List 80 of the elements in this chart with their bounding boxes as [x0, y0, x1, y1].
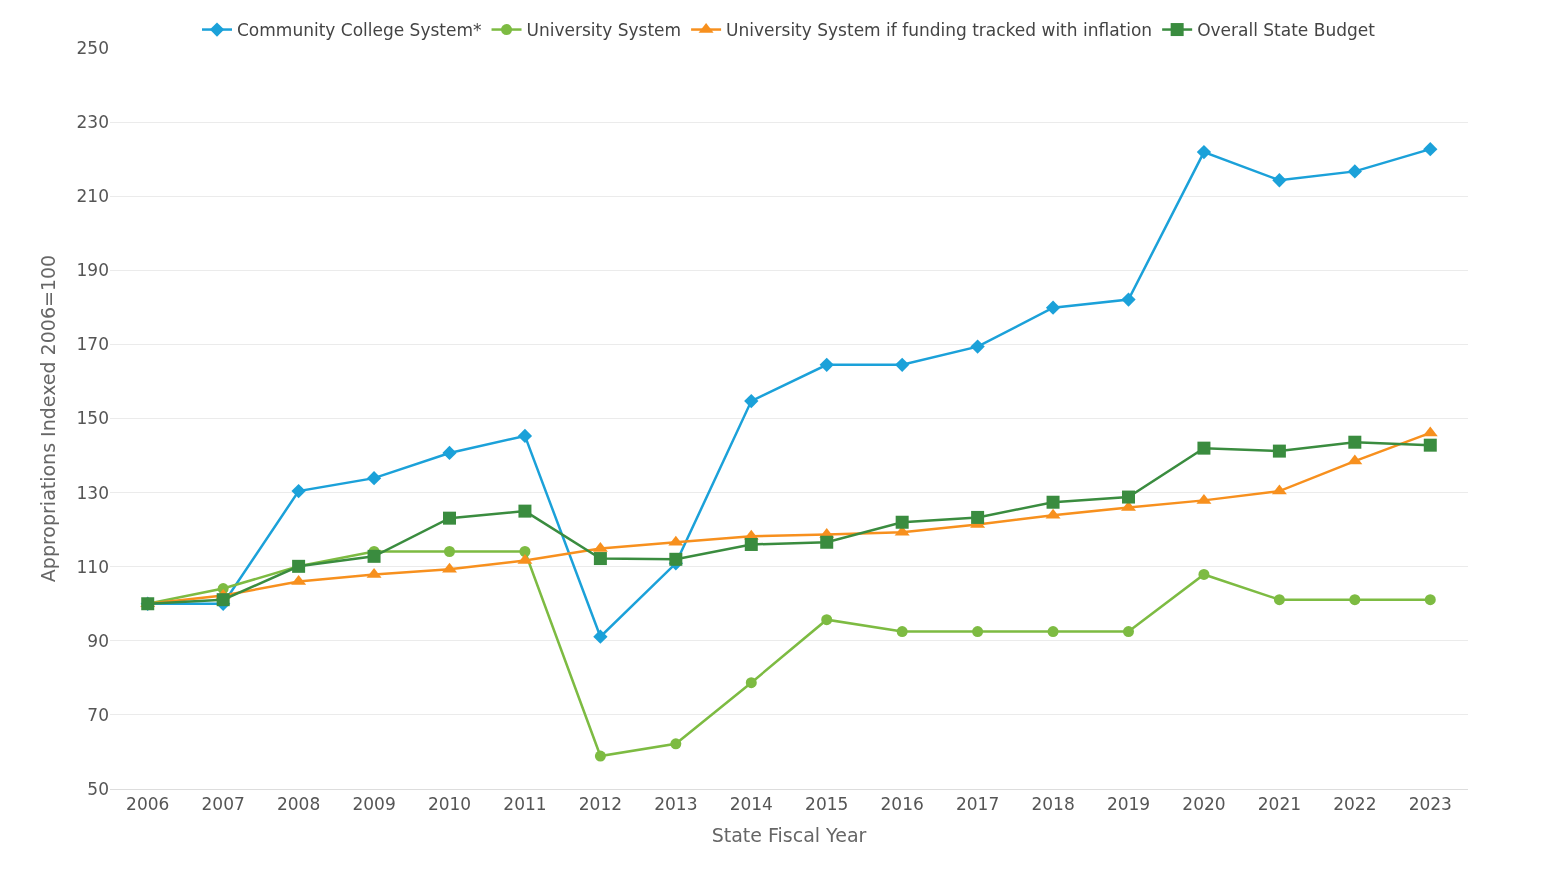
x-tick-label: 2019: [1106, 794, 1151, 815]
point: [442, 445, 457, 461]
point: [1046, 495, 1060, 509]
point: [1272, 444, 1286, 458]
point: [972, 626, 984, 638]
y-tick-label: 150: [76, 408, 109, 429]
point: [896, 626, 908, 638]
point: [819, 357, 834, 372]
point: [821, 614, 833, 626]
point: [744, 393, 759, 409]
x-axis-title: State Fiscal Year: [711, 824, 867, 847]
point: [744, 537, 758, 551]
y-axis-title: Appropriations Indexed 2006=100: [37, 254, 60, 583]
point: [670, 738, 682, 750]
point: [971, 510, 985, 524]
y-tick-label: 70: [87, 704, 109, 725]
y-tick-label: 230: [76, 112, 109, 133]
x-tick-label: 2021: [1257, 794, 1302, 815]
legend-label: University System if funding tracked with inflation: [726, 20, 1153, 41]
x-tick-label: 2011: [503, 794, 547, 815]
point: [291, 483, 306, 499]
x-tick-label: 2014: [729, 794, 773, 815]
point: [366, 471, 382, 486]
point: [443, 511, 456, 525]
point: [1348, 435, 1362, 449]
x-tick-label: 2006: [126, 794, 170, 815]
legend-label: Community College System*: [237, 20, 482, 41]
point: [1423, 142, 1438, 157]
x-tick-label: 2020: [1182, 794, 1226, 815]
point: [1121, 292, 1136, 307]
point: [1122, 490, 1135, 504]
x-tick-label: 2015: [805, 794, 849, 815]
x-tick-label: 2017: [955, 794, 1000, 815]
x-tick-label: 2009: [352, 794, 396, 815]
y-tick-label: 250: [76, 37, 109, 58]
point: [1423, 438, 1437, 452]
point: [745, 677, 757, 689]
legend-label: University System: [526, 20, 682, 41]
point: [820, 535, 834, 549]
legend-label: Overall State Budget: [1197, 20, 1376, 41]
point: [1349, 594, 1361, 606]
x-tick-label: 2013: [654, 794, 698, 815]
y-tick-label: 190: [76, 260, 109, 281]
x-tick-label: 2023: [1408, 794, 1452, 815]
point: [594, 750, 606, 762]
point: [519, 546, 531, 558]
x-tick-label: 2012: [578, 794, 623, 815]
x-tick-label: 2008: [276, 794, 321, 815]
point: [1198, 568, 1210, 580]
point: [1045, 300, 1061, 315]
point: [970, 339, 985, 354]
point: [518, 504, 532, 518]
point: [1047, 626, 1059, 638]
y-tick-label: 90: [87, 630, 109, 651]
point: [895, 357, 910, 372]
point: [593, 629, 608, 644]
point: [1272, 173, 1287, 188]
point: [1123, 626, 1134, 638]
x-tick-label: 2018: [1031, 794, 1075, 815]
point: [669, 552, 683, 566]
x-tick-label: 2016: [880, 794, 924, 815]
point: [444, 546, 455, 558]
point: [367, 549, 381, 563]
x-tick-label: 2007: [201, 794, 245, 815]
y-tick-label: 50: [87, 778, 109, 799]
point: [895, 515, 909, 529]
x-tick-label: 2022: [1333, 794, 1377, 815]
x-tick-label: 2010: [427, 794, 472, 815]
point: [1424, 594, 1436, 606]
point: [593, 552, 607, 566]
point: [216, 593, 230, 607]
point: [517, 428, 533, 444]
point: [1273, 594, 1285, 606]
point: [1197, 441, 1211, 455]
point: [1196, 144, 1212, 160]
y-tick-label: 210: [76, 186, 109, 207]
y-tick-label: 110: [76, 556, 109, 577]
y-tick-label: 170: [76, 334, 109, 355]
y-tick-label: 130: [76, 482, 109, 503]
point: [1347, 164, 1362, 179]
